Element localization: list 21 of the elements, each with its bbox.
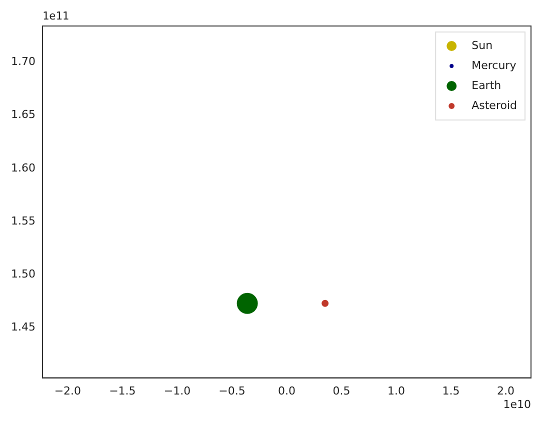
x-tick-label: 1.0 xyxy=(388,384,406,398)
x-tick-label: −0.5 xyxy=(218,384,246,398)
y-tick-label: 1.45 xyxy=(10,320,36,334)
y-tick-label: 1.50 xyxy=(10,268,36,281)
text: 1e10 xyxy=(503,398,531,412)
legend-label: Asteroid xyxy=(472,98,518,112)
text: 1e11 xyxy=(42,9,69,22)
x-tick-label: 0.5 xyxy=(332,384,350,398)
y-tick-label: 1.70 xyxy=(10,54,36,68)
legend-label: Sun xyxy=(472,38,493,52)
x-tick-label: −1.5 xyxy=(109,384,136,398)
legend-label: Earth xyxy=(472,78,502,92)
x-tick-label: −2.0 xyxy=(54,384,82,398)
x-tick-label: 1.5 xyxy=(442,384,460,398)
x-tick-label: −1.0 xyxy=(164,384,191,398)
x-tick-label: 2.0 xyxy=(497,384,515,398)
y-tick-label: 1.65 xyxy=(10,108,36,122)
y-tick-label: 1.60 xyxy=(10,161,36,174)
x-tick-label: 0.0 xyxy=(278,384,296,398)
y-tick-label: 1.55 xyxy=(10,214,36,228)
legend-label: Mercury xyxy=(472,58,517,72)
